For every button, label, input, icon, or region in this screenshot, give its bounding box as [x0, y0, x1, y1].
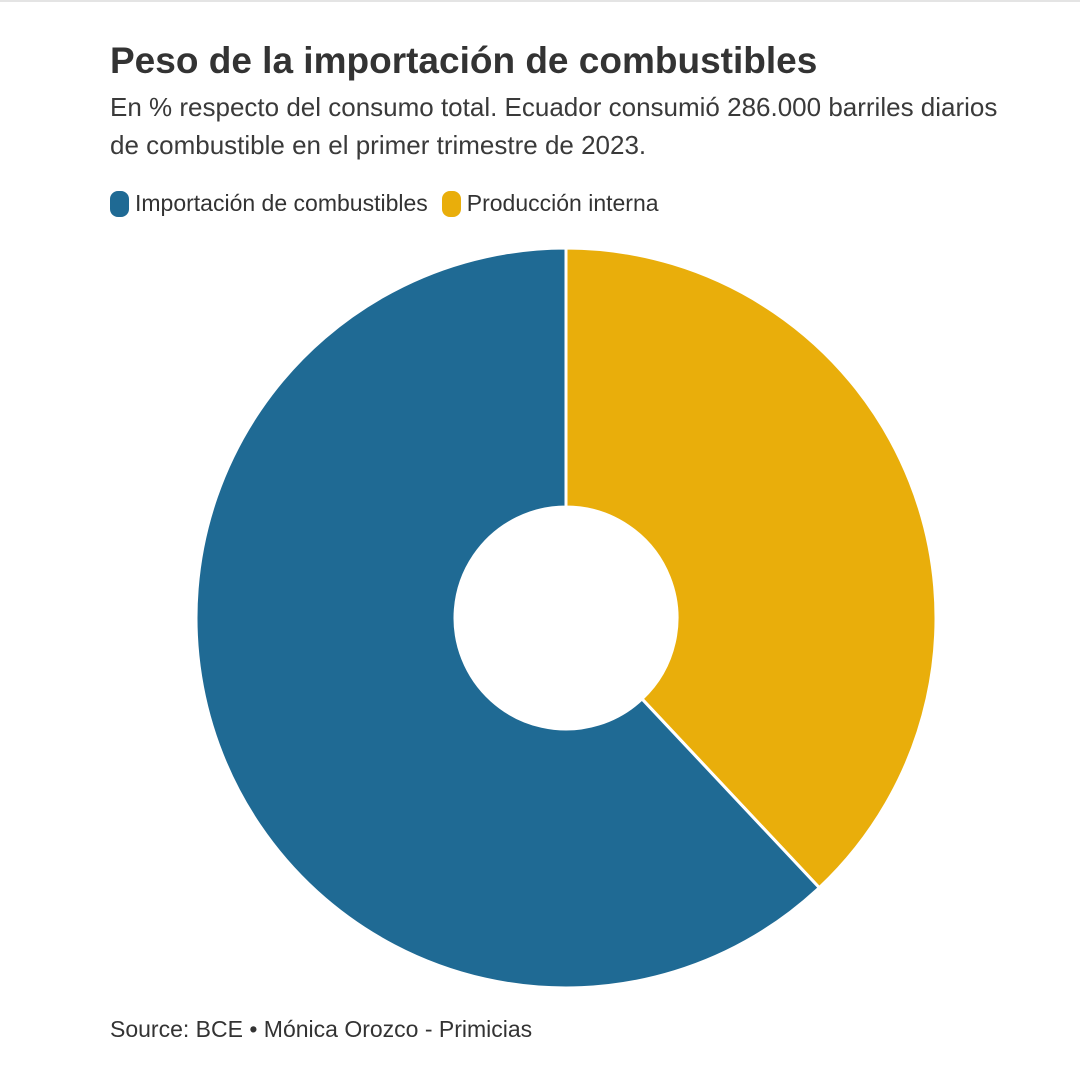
chart-title: Peso de la importación de combustibles	[110, 40, 818, 81]
legend: Importación de combustibles Producción in…	[110, 190, 659, 217]
legend-label: Importación de combustibles	[135, 190, 428, 216]
legend-swatch	[441, 190, 461, 217]
legend-label: Producción interna	[466, 190, 659, 216]
legend-item: Producción interna	[441, 190, 659, 217]
chart-subtitle: En % respecto del consumo total. Ecuador…	[110, 92, 998, 160]
donut-slice	[194, 246, 822, 990]
legend-item: Importación de combustibles	[110, 190, 428, 217]
source: Source: BCE • Mónica Orozco - Primicias	[110, 1016, 533, 1042]
chart	[194, 246, 938, 990]
donut-slice	[564, 246, 938, 890]
legend-swatch	[110, 190, 129, 217]
